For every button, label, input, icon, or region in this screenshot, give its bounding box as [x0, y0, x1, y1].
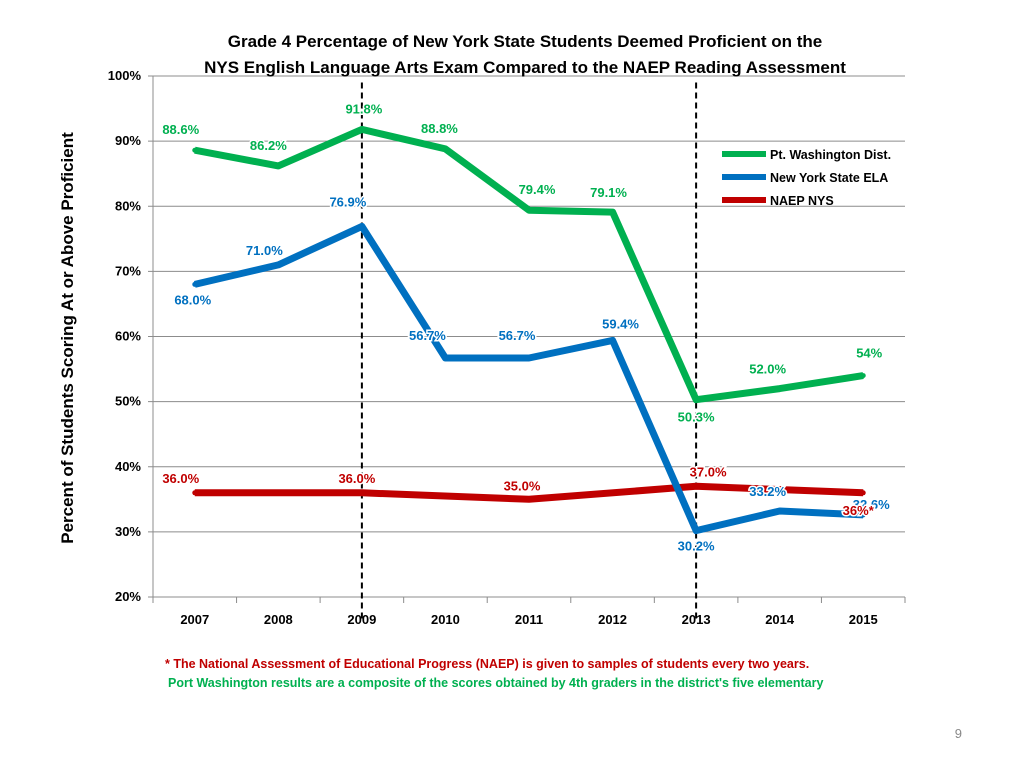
data-point: [610, 337, 616, 343]
data-point: [526, 207, 532, 213]
y-tick-label: 70%: [115, 263, 141, 278]
x-tick-label: 2012: [598, 612, 627, 627]
y-tick-label: 20%: [115, 589, 141, 604]
data-labels: 88.6% 86.2% 91.8% 88.8% 79.4% 79.1% 50.3% 52.0%…: [161, 100, 892, 555]
x-tick-label: 2007: [180, 612, 209, 627]
y-axis-label: Percent of Students Scoring At or Above …: [58, 132, 77, 544]
x-tick-label: 2014: [765, 612, 795, 627]
data-label: 36.0%: [338, 471, 375, 486]
data-label: 37.0%: [690, 464, 727, 479]
data-point: [192, 281, 198, 287]
data-point: [359, 126, 365, 132]
legend: Pt. Washington Dist. New York State ELA NA…: [722, 148, 891, 208]
legend-label: NAEP NYS: [770, 194, 834, 208]
y-tick-label: 40%: [115, 459, 141, 474]
data-point: [693, 483, 699, 489]
data-point: [275, 163, 281, 169]
legend-label: New York State ELA: [770, 171, 888, 185]
y-tick-label: 100%: [108, 68, 142, 83]
data-point: [777, 508, 783, 514]
data-label: 56.7%: [499, 328, 536, 343]
data-label: 76.9%: [329, 194, 366, 209]
y-tick-label: 60%: [115, 329, 141, 344]
data-point: [693, 397, 699, 403]
data-label: 52.0%: [749, 362, 786, 377]
series-lines: [192, 125, 866, 535]
x-tick-label: 2015: [849, 612, 878, 627]
chart-title-line-1: Grade 4 Percentage of New York State Stu…: [227, 32, 823, 51]
data-point: [442, 146, 448, 152]
data-label: 79.1%: [590, 185, 627, 200]
x-tick-label: 2008: [264, 612, 293, 627]
data-label: 35.0%: [504, 478, 541, 493]
data-label: 32.6%: [853, 497, 890, 512]
data-point: [860, 490, 866, 496]
footnote-district: Port Washington results are a composite …: [168, 676, 824, 690]
data-label: 88.8%: [421, 121, 458, 136]
legend-label: Pt. Washington Dist.: [770, 148, 891, 162]
data-label: 59.4%: [602, 316, 639, 331]
data-label: 30.2%: [678, 539, 715, 554]
data-point: [860, 373, 866, 379]
data-label: 54%: [856, 346, 882, 361]
data-point: [526, 355, 532, 361]
x-tick-label: 2013: [682, 612, 711, 627]
data-label: 86.2%: [250, 138, 287, 153]
data-label: 56.7%: [409, 328, 446, 343]
axes: 20% 30% 40% 50% 60% 70% 80% 90% 100% 2007 2008 2009…: [108, 68, 906, 627]
page-number: 9: [954, 726, 962, 741]
data-label: 36%*: [843, 503, 875, 518]
y-tick-label: 30%: [115, 524, 141, 539]
data-label: 79.4%: [519, 182, 556, 197]
y-tick-label: 80%: [115, 198, 141, 213]
data-label: 50.3%: [678, 410, 715, 425]
y-tick-label: 50%: [115, 394, 141, 409]
data-point: [693, 528, 699, 534]
data-point: [192, 147, 198, 153]
chart-title-line-2: NYS English Language Arts Exam Compared …: [204, 58, 846, 77]
x-tick-label: 2009: [347, 612, 376, 627]
footnote-naep: * The National Assessment of Educational…: [165, 657, 810, 671]
x-tick-label: 2011: [515, 612, 543, 627]
data-label: 71.0%: [246, 243, 283, 258]
data-point: [442, 355, 448, 361]
data-label: 36.0%: [162, 471, 199, 486]
data-label: 91.8%: [345, 101, 382, 116]
data-label: 68.0%: [174, 292, 211, 307]
data-point: [610, 209, 616, 215]
data-point: [275, 262, 281, 268]
data-point: [359, 490, 365, 496]
x-tick-label: 2010: [431, 612, 460, 627]
data-point: [192, 490, 198, 496]
data-point: [777, 386, 783, 392]
data-point: [359, 223, 365, 229]
data-label: 33.2%: [749, 484, 786, 499]
data-label: 88.6%: [162, 122, 199, 137]
data-point: [526, 496, 532, 502]
y-tick-label: 90%: [115, 133, 141, 148]
data-point: [860, 512, 866, 518]
